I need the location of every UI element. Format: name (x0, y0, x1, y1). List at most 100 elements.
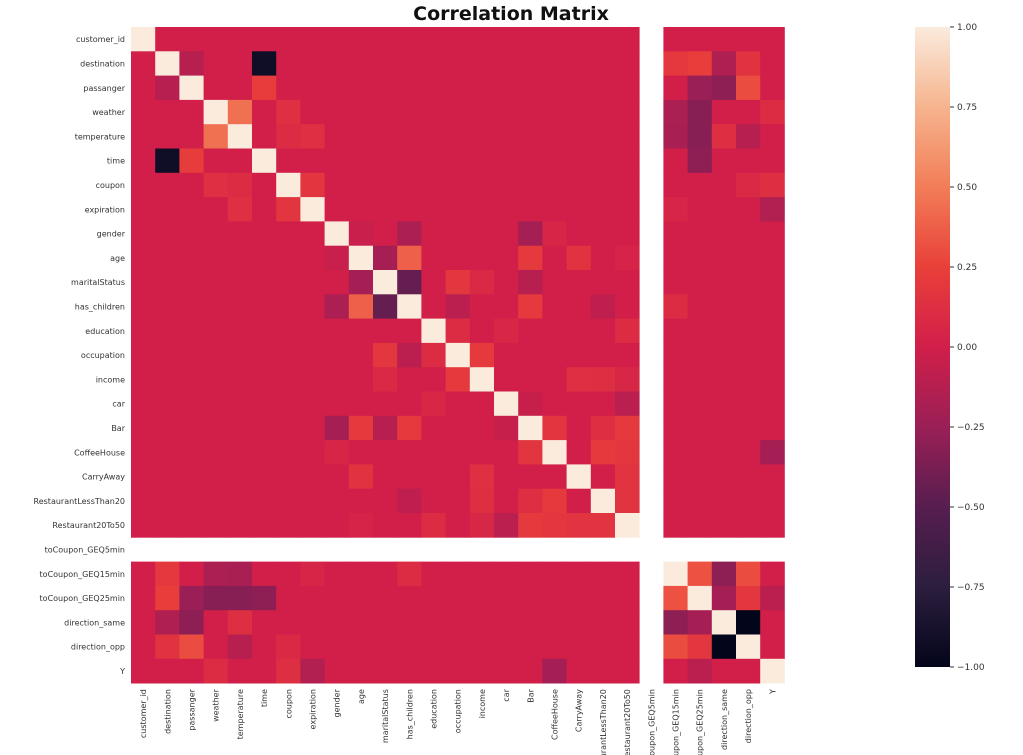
heatmap-cell (324, 610, 350, 635)
y-tick-label: toCoupon_GEQ25min (40, 594, 125, 603)
heatmap-cell (421, 294, 446, 319)
heatmap-cell (421, 391, 446, 417)
heatmap-cell (518, 342, 543, 368)
heatmap-cell (736, 634, 761, 660)
heatmap-cell (542, 197, 567, 222)
x-tick-label: toCoupon_GEQ5min (647, 689, 656, 755)
heatmap-cell (590, 513, 616, 538)
heatmap-cell (566, 318, 592, 344)
x-tick-label: occupation (454, 689, 463, 733)
heatmap-cell (711, 294, 737, 319)
heatmap-cell (590, 294, 616, 319)
heatmap-cell (203, 367, 229, 392)
heatmap-cell (469, 27, 495, 52)
heatmap-cell (397, 464, 422, 490)
heatmap-cell (687, 610, 713, 635)
heatmap-cell (227, 367, 253, 392)
heatmap-cell (615, 391, 640, 417)
x-tick-label: passanger (188, 688, 197, 730)
heatmap-cell (131, 488, 156, 514)
heatmap-cell (300, 294, 325, 319)
heatmap-cell (348, 585, 374, 611)
heatmap-cell (494, 488, 519, 514)
heatmap-cell (566, 610, 592, 635)
heatmap-cell (421, 440, 446, 465)
heatmap-cell (518, 172, 543, 198)
heatmap-cell (736, 391, 761, 417)
y-tick-label: Y (119, 667, 125, 676)
heatmap-cell (760, 342, 785, 368)
y-tick-label: CoffeeHouse (74, 448, 125, 457)
heatmap-cell (469, 75, 495, 101)
heatmap-cell (276, 488, 301, 514)
heatmap-cell (518, 270, 543, 295)
heatmap-cell (518, 415, 543, 441)
heatmap-cell (421, 488, 446, 514)
heatmap-cell (711, 172, 737, 198)
heatmap-cell (348, 610, 374, 635)
heatmap-cell (131, 561, 156, 587)
heatmap-cell (131, 75, 156, 101)
heatmap-cell (663, 270, 688, 295)
heatmap-cell (615, 658, 640, 684)
heatmap-cell (736, 75, 761, 101)
heatmap-cell (445, 51, 471, 76)
heatmap-cell (615, 221, 640, 247)
heatmap-cell (566, 197, 592, 222)
heatmap-cell (276, 561, 301, 587)
x-tick-label: education (430, 689, 439, 729)
heatmap-cell (348, 464, 374, 490)
heatmap-cell (542, 610, 567, 635)
heatmap-cell (469, 197, 495, 222)
heatmap-cell (663, 148, 688, 174)
y-tick-label: gender (97, 230, 126, 239)
heatmap-cell (736, 318, 761, 344)
heatmap-cell (711, 488, 737, 514)
x-tick-label: destination (163, 689, 172, 734)
heatmap-cell (566, 51, 592, 76)
heatmap-cell (615, 367, 640, 392)
heatmap-cell (736, 415, 761, 441)
heatmap-cell (590, 27, 616, 52)
heatmap-cell (663, 245, 688, 271)
heatmap-cell (760, 391, 785, 417)
heatmap-cell (590, 561, 616, 587)
colorbar-tick-label: 0.25 (957, 263, 977, 273)
heatmap-cell (397, 124, 422, 149)
heatmap-cell (203, 172, 229, 198)
heatmap-cell (445, 634, 471, 660)
heatmap-cell (227, 294, 253, 319)
heatmap-cell (494, 197, 519, 222)
heatmap-cell (373, 245, 398, 271)
heatmap-cell (760, 318, 785, 344)
heatmap-cell (179, 342, 204, 368)
heatmap-cell (518, 513, 543, 538)
heatmap-cell (397, 513, 422, 538)
y-tick-label: RestaurantLessThan20 (34, 497, 125, 506)
heatmap-cell (300, 245, 325, 271)
heatmap-cell (590, 148, 616, 174)
heatmap-cell (711, 585, 737, 611)
heatmap-cell (421, 221, 446, 247)
heatmap-cell (736, 148, 761, 174)
heatmap-cell (663, 27, 688, 52)
heatmap-cell (566, 513, 592, 538)
heatmap-cell (397, 294, 422, 319)
heatmap-cell (590, 488, 616, 514)
heatmap-cell (300, 634, 325, 660)
heatmap-cell (687, 124, 713, 149)
heatmap-cell (469, 221, 495, 247)
heatmap-cell (566, 124, 592, 149)
heatmap-cell (252, 221, 277, 247)
heatmap-cell (494, 513, 519, 538)
heatmap-cell (542, 124, 567, 149)
heatmap-cell (397, 51, 422, 76)
y-tick-label: weather (92, 108, 125, 117)
heatmap-cell (155, 245, 180, 271)
heatmap-cell (276, 513, 301, 538)
heatmap-cell (373, 634, 398, 660)
heatmap-cell (131, 634, 156, 660)
heatmap-cell (566, 658, 592, 684)
x-tick-label: age (357, 689, 366, 704)
